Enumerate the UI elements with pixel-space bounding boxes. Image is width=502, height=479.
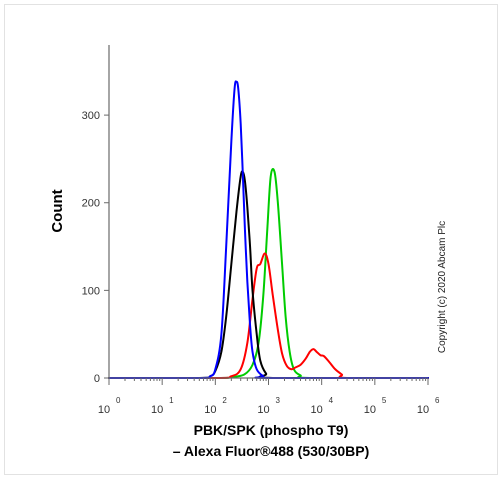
- y-axis-title: Count: [49, 189, 66, 232]
- y-ticks: 0 100 200 300: [82, 110, 109, 385]
- x-tick-label-base: 10: [151, 404, 163, 416]
- y-tick-label: 300: [82, 110, 100, 122]
- y-tick-label: 100: [82, 285, 100, 297]
- x-tick-label-exponent: 2: [222, 396, 227, 405]
- x-axis-title-line2: – Alexa Fluor®488 (530/30BP): [173, 443, 370, 459]
- x-tick-label-base: 10: [257, 404, 269, 416]
- x-tick-label-exponent: 0: [116, 396, 121, 405]
- x-tick-label-base: 10: [98, 404, 110, 416]
- series-line-0: [108, 168, 429, 380]
- x-tick-label-exponent: 3: [276, 396, 281, 405]
- x-axis-title-line1: PBK/SPK (phospho T9): [194, 422, 349, 438]
- x-tick-label-exponent: 5: [382, 396, 387, 405]
- copyright-text: Copyright (c) 2020 Abcam Plc: [437, 221, 448, 353]
- x-tick-label-base: 10: [417, 404, 429, 416]
- y-tick-label: 200: [82, 198, 100, 210]
- x-tick-label-base: 10: [311, 404, 323, 416]
- series-line-3: [108, 80, 429, 380]
- x-tick-label-base: 10: [364, 404, 376, 416]
- x-tick-label-exponent: 4: [329, 396, 334, 405]
- y-tick-label: 0: [94, 373, 100, 385]
- x-tick-label-exponent: 6: [435, 396, 440, 405]
- x-ticks: 10 0 10 1 10 2 10 3 10 4 10 5 10 6: [98, 378, 440, 416]
- series-layer: [108, 80, 429, 380]
- series-line-1: [108, 252, 429, 380]
- x-tick-label-base: 10: [204, 404, 216, 416]
- chart-frame: [4, 4, 498, 475]
- x-tick-label-exponent: 1: [169, 396, 174, 405]
